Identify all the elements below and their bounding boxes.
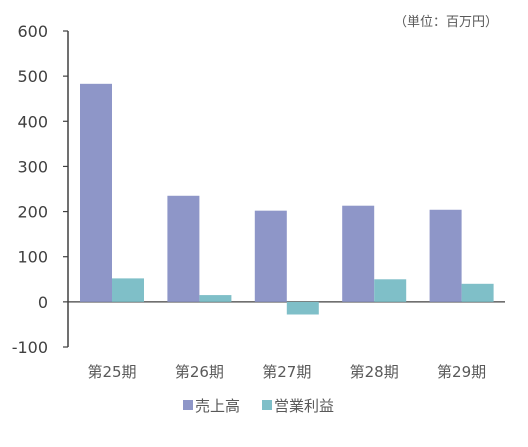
x-category-label: 第28期 [350,363,399,381]
x-category-label: 第25期 [87,363,136,381]
y-tick-label: 100 [17,248,48,267]
legend-label: 営業利益 [274,397,334,415]
bar-sales [80,83,112,302]
x-axis-labels: 第25期 第26期 第27期 第28期 第29期 [87,363,486,381]
bar-sales [342,205,375,302]
y-tick-label: 500 [17,67,48,86]
y-tick-label: 600 [17,22,48,41]
y-tick-label: 200 [17,203,48,222]
bars-group [80,83,494,315]
y-tick-label: 300 [17,157,48,176]
bar-operating-profit [199,295,232,302]
bar-operating-profit [461,283,494,302]
bar-sales [167,195,200,302]
legend-swatch [262,400,272,410]
unit-note: （単位：百万円） [394,14,498,30]
legend: 売上高 営業利益 [183,397,334,415]
y-axis-ticks: 600 500 400 300 200 100 0 -100 [12,22,68,357]
x-category-label: 第29期 [437,363,486,381]
y-tick-label: -100 [12,338,48,357]
legend-label: 売上高 [195,397,240,415]
bar-operating-profit [286,301,319,315]
x-category-label: 第27期 [262,363,311,381]
y-tick-label: 0 [38,293,48,312]
x-category-label: 第26期 [175,363,224,381]
bar-sales [254,210,287,302]
y-tick-label: 400 [17,112,48,131]
bar-operating-profit [374,279,407,302]
bar-sales [429,209,462,302]
bar-operating-profit [112,278,144,302]
legend-swatch [183,400,193,410]
